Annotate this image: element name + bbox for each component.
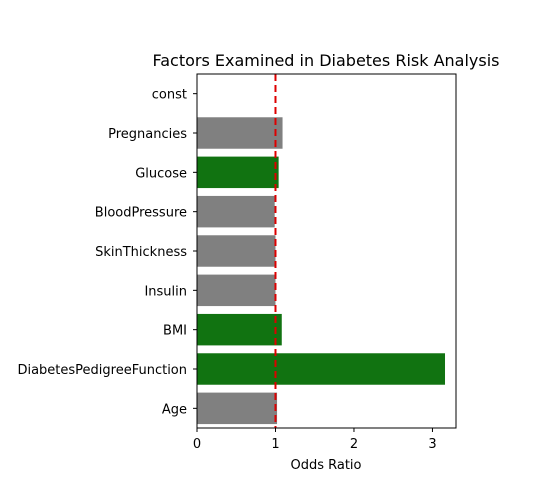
bar-BMI <box>197 313 282 346</box>
y-tick-label: Insulin <box>144 284 187 299</box>
y-tick-label: BloodPressure <box>95 206 187 221</box>
x-axis-label: Odds Ratio <box>290 458 361 473</box>
y-tick-label: Pregnancies <box>108 127 187 142</box>
x-tick-label: 2 <box>350 437 358 452</box>
y-tick-label: SkinThickness <box>95 245 187 260</box>
bar-SkinThickness <box>197 235 276 267</box>
bar-BloodPressure <box>197 195 275 228</box>
y-tick-label: Glucose <box>135 166 187 181</box>
bar-Glucose <box>197 156 279 189</box>
chart-title: Factors Examined in Diabetes Risk Analys… <box>153 51 500 70</box>
y-axis-ticks: const Pregnancies Glucose BloodPressure Skin… <box>17 88 197 417</box>
y-tick-label: BMI <box>163 324 187 339</box>
bars-group <box>197 117 446 425</box>
bar-Insulin <box>197 274 276 307</box>
bar-Pregnancies <box>197 117 283 149</box>
x-tick-label: 1 <box>271 437 279 452</box>
y-tick-label: Age <box>162 402 187 417</box>
y-tick-label: DiabetesPedigreeFunction <box>17 363 187 378</box>
y-tick-label: const <box>152 88 187 103</box>
bar-Age <box>197 392 278 425</box>
x-axis-ticks: 0 1 2 3 <box>193 428 437 452</box>
x-tick-label: 3 <box>428 437 436 452</box>
x-tick-label: 0 <box>193 437 201 452</box>
bar-DiabetesPedigreeFunction <box>197 353 446 385</box>
